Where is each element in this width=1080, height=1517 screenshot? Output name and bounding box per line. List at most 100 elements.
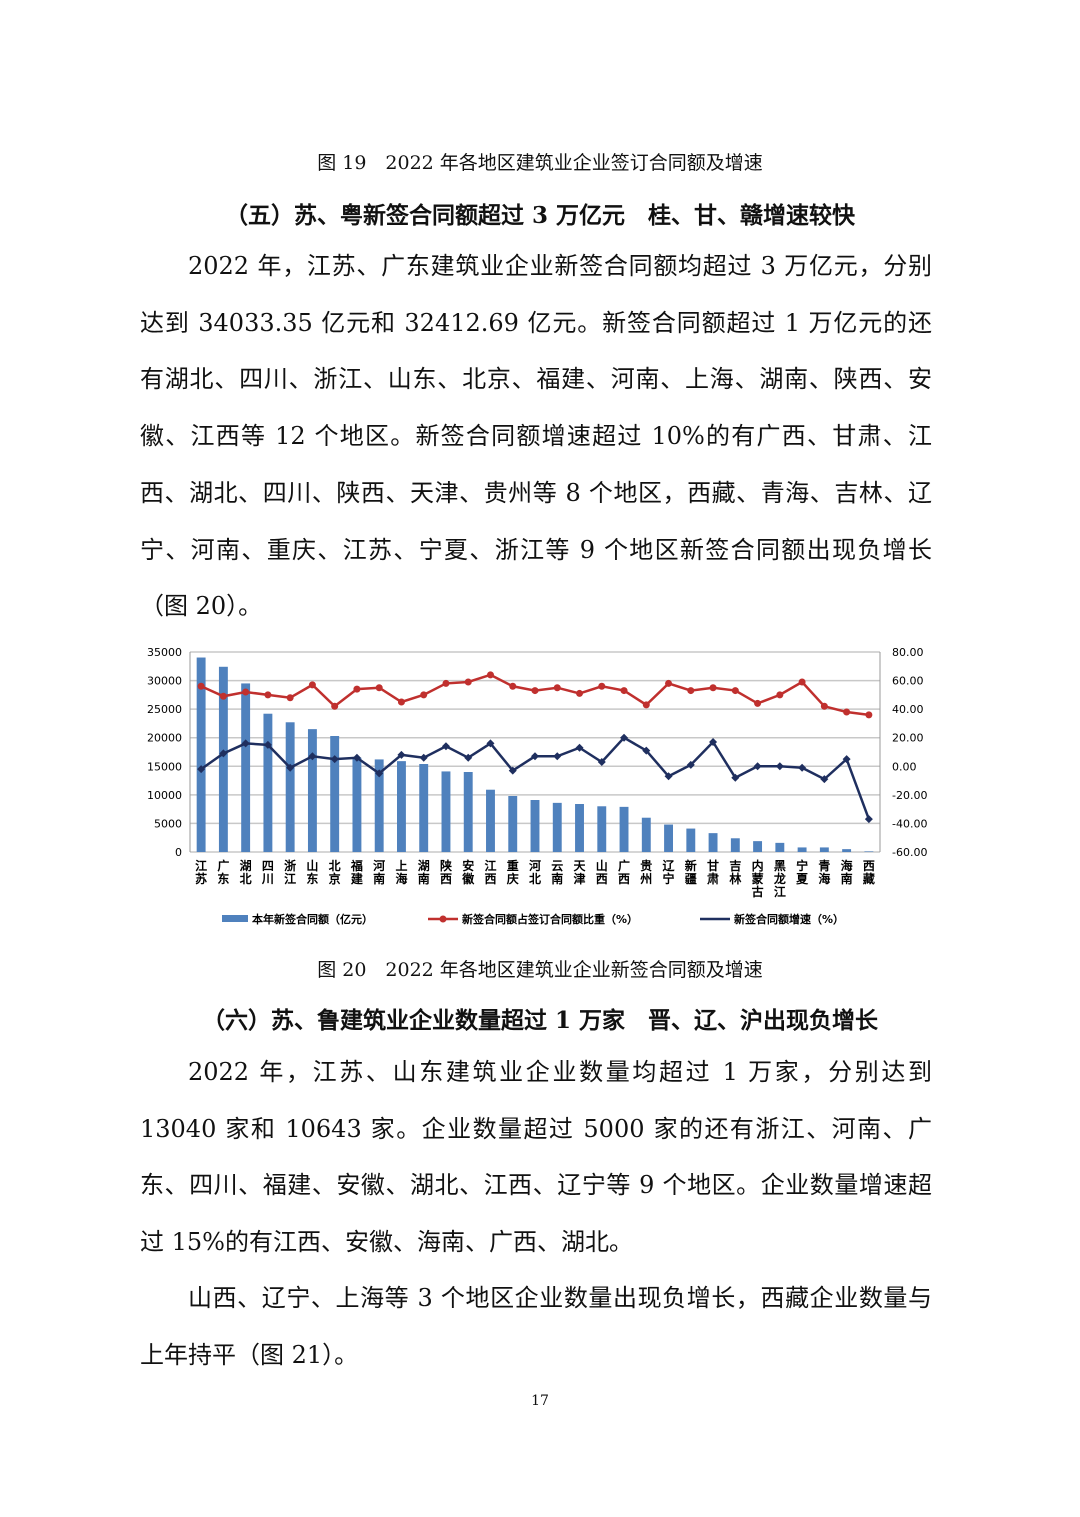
growth-point [464, 753, 473, 762]
bar [619, 806, 629, 852]
x-tick-label: 北 [240, 871, 252, 886]
bar [753, 841, 763, 852]
bar [686, 828, 696, 852]
x-tick-label: 蒙 [752, 871, 764, 886]
x-tick-label: 辽 [663, 859, 676, 873]
y-right-tick-label: -60.00 [892, 846, 927, 859]
x-tick-label: 夏 [796, 872, 809, 886]
y-right-tick-label: 20.00 [892, 732, 924, 745]
y-left-tick-label: 30000 [147, 675, 182, 688]
growth-point [642, 746, 651, 755]
bar [530, 800, 540, 852]
bar [552, 802, 562, 852]
x-tick-label: 安 [462, 858, 474, 873]
share-point [353, 685, 361, 693]
x-tick-label: 天 [574, 859, 587, 873]
x-tick-label: 南 [373, 871, 385, 886]
x-tick-label: 南 [841, 871, 853, 886]
x-tick-label: 河 [528, 858, 541, 873]
share-point [420, 691, 428, 699]
growth-point [842, 755, 851, 764]
legend-growth-label: 新签合同额增速（%） [734, 912, 844, 926]
bar [397, 761, 406, 852]
share-point [865, 711, 873, 719]
y-right-tick-label: 60.00 [892, 675, 924, 688]
bar [218, 666, 228, 852]
growth-point [375, 769, 384, 778]
x-tick-label: 河 [372, 858, 385, 873]
x-tick-label: 西 [484, 872, 496, 886]
growth-point [664, 772, 673, 781]
x-tick-label: 徽 [461, 871, 475, 886]
x-tick-label: 肃 [707, 871, 719, 886]
contract-chart: 0 -60.00 5000 -40.00 10000 -20.00 15000 0.00 200… [147, 646, 927, 926]
x-tick-label: 北 [529, 871, 541, 886]
share-point [286, 694, 294, 702]
share-point [754, 699, 762, 707]
bar [241, 683, 251, 852]
bar [797, 847, 807, 852]
page-number: 17 [531, 1393, 549, 1409]
x-tick-label: 江 [774, 884, 786, 899]
x-tick-label: 津 [574, 871, 586, 886]
section-6-heading: （六）苏、鲁建筑业企业数量超过 1 万家 晋、辽、沪出现负增长 [201, 1007, 879, 1034]
growth-point [397, 750, 406, 759]
growth-point [486, 739, 495, 748]
x-tick-label: 四 [262, 859, 274, 873]
x-tick-label: 南 [418, 871, 430, 886]
x-tick-label: 海 [818, 871, 830, 886]
x-tick-label: 广 [618, 858, 630, 873]
x-tick-label: 内 [752, 858, 764, 873]
x-tick-label: 上 [395, 858, 407, 873]
bar [597, 806, 607, 852]
share-point [308, 681, 316, 689]
share-point [531, 687, 539, 695]
x-tick-label: 西 [863, 859, 875, 873]
growth-point [775, 762, 784, 771]
x-tick-label: 西 [618, 872, 630, 886]
x-tick-label: 东 [306, 871, 318, 886]
bar [463, 772, 473, 852]
growth-point [508, 766, 517, 775]
y-left-tick-label: 10000 [147, 789, 182, 802]
y-right-tick-label: -40.00 [892, 817, 927, 830]
bar [263, 713, 273, 852]
growth-point [419, 753, 428, 762]
bar [641, 817, 651, 852]
x-tick-label: 重 [507, 858, 519, 873]
x-tick-label: 川 [261, 872, 274, 886]
y-right-tick-label: 80.00 [892, 646, 924, 659]
x-tick-label: 黑 [774, 859, 786, 873]
x-tick-label: 海 [841, 858, 853, 873]
growth-point [686, 760, 695, 769]
bar [842, 849, 852, 852]
share-point [464, 678, 472, 686]
growth-point [731, 773, 740, 782]
y-left-tick-label: 0 [175, 846, 182, 859]
y-left-tick-label: 15000 [147, 760, 182, 773]
share-point [197, 682, 205, 690]
share-point [331, 702, 339, 710]
legend-bar-swatch [222, 915, 248, 922]
bar [775, 842, 785, 852]
share-point [687, 687, 695, 695]
y-right-tick-label: 0.00 [892, 760, 917, 773]
legend-bar-label: 本年新签合同额（亿元） [252, 912, 373, 926]
x-tick-label: 吉 [729, 858, 741, 873]
bar [864, 851, 874, 852]
share-point [576, 689, 584, 697]
x-tick-label: 新 [685, 858, 697, 873]
x-tick-label: 江 [195, 858, 207, 873]
x-tick-label: 庆 [506, 871, 519, 886]
bar [419, 764, 429, 852]
bar [196, 657, 206, 852]
x-tick-label: 宁 [663, 871, 675, 886]
x-tick-label: 州 [639, 872, 652, 886]
growth-point [441, 742, 450, 751]
growth-point [219, 749, 228, 758]
x-tick-label: 湖 [240, 858, 252, 873]
x-tick-label: 宁 [796, 858, 808, 873]
share-point [264, 691, 272, 699]
share-point [776, 691, 784, 699]
x-tick-label: 湖 [418, 858, 430, 873]
